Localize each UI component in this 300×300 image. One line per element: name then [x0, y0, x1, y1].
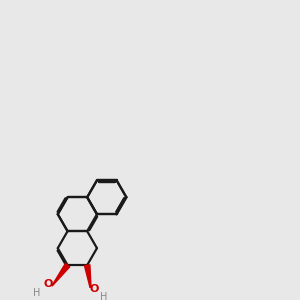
Text: O: O: [89, 284, 98, 294]
Polygon shape: [85, 265, 91, 290]
Text: H: H: [33, 288, 40, 298]
Text: O: O: [43, 279, 53, 289]
Polygon shape: [52, 263, 70, 286]
Text: H: H: [100, 292, 108, 300]
